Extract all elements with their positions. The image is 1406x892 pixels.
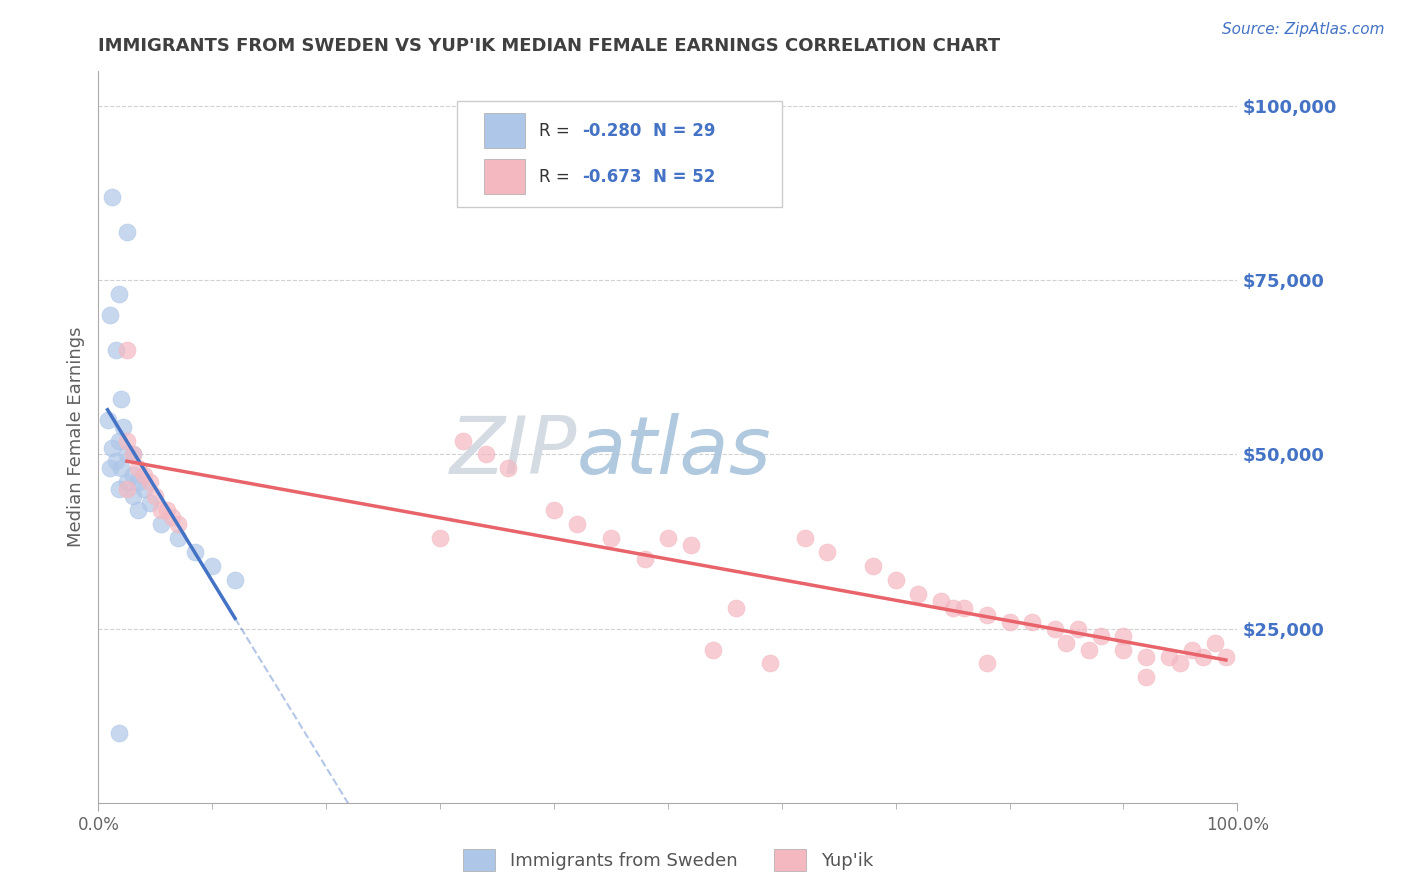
Point <box>96 412 118 426</box>
Point <box>1135 649 1157 664</box>
Point <box>725 600 748 615</box>
Point <box>1078 642 1101 657</box>
Point <box>702 642 724 657</box>
Point <box>1181 642 1204 657</box>
Point <box>115 483 138 497</box>
Text: Source: ZipAtlas.com: Source: ZipAtlas.com <box>1222 22 1385 37</box>
Point <box>112 419 135 434</box>
Point <box>115 225 138 239</box>
Point <box>929 594 952 608</box>
Text: -0.280: -0.280 <box>582 122 641 140</box>
Point <box>679 538 702 552</box>
Point <box>121 468 143 483</box>
Point <box>121 448 143 462</box>
Text: R =: R = <box>538 122 575 140</box>
Point <box>150 517 173 532</box>
Point <box>1067 622 1090 636</box>
Point <box>1204 635 1226 649</box>
Point <box>138 496 160 510</box>
Point <box>162 510 184 524</box>
Legend: Immigrants from Sweden, Yup'ik: Immigrants from Sweden, Yup'ik <box>456 841 880 878</box>
Point <box>121 489 143 503</box>
Point <box>101 441 124 455</box>
Point <box>1090 629 1112 643</box>
Point <box>998 615 1021 629</box>
Point <box>101 190 124 204</box>
Point <box>793 531 815 545</box>
Point <box>1112 629 1135 643</box>
Point <box>1215 649 1237 664</box>
Point <box>110 461 132 475</box>
Point <box>115 434 138 448</box>
Point <box>184 545 207 559</box>
Point <box>108 726 131 740</box>
Point <box>127 461 149 475</box>
Point <box>600 531 623 545</box>
Point <box>108 483 131 497</box>
Point <box>121 448 143 462</box>
Point <box>942 600 965 615</box>
Point <box>976 607 998 622</box>
Point <box>1054 635 1078 649</box>
Point <box>145 489 167 503</box>
Point <box>115 343 138 357</box>
Point <box>108 287 131 301</box>
Text: ZIP: ZIP <box>450 413 576 491</box>
Point <box>634 552 657 566</box>
Point <box>1192 649 1215 664</box>
Point <box>127 475 149 490</box>
Text: N = 29: N = 29 <box>652 122 716 140</box>
Point <box>1157 649 1180 664</box>
Point <box>156 503 179 517</box>
Point <box>862 558 884 573</box>
Point <box>815 545 838 559</box>
Text: N = 52: N = 52 <box>652 168 716 186</box>
Point <box>115 448 138 462</box>
Point <box>451 434 474 448</box>
Point <box>115 475 138 490</box>
Point <box>884 573 907 587</box>
Point <box>759 657 782 671</box>
Point <box>224 573 246 587</box>
Point <box>98 308 121 322</box>
Point <box>98 461 121 475</box>
FancyBboxPatch shape <box>485 159 526 194</box>
Point <box>150 503 173 517</box>
Point <box>976 657 998 671</box>
Point <box>201 558 224 573</box>
FancyBboxPatch shape <box>457 101 782 207</box>
Y-axis label: Median Female Earnings: Median Female Earnings <box>66 326 84 548</box>
Point <box>1112 642 1135 657</box>
Point <box>907 587 929 601</box>
Point <box>104 343 127 357</box>
Point <box>104 454 127 468</box>
Point <box>953 600 976 615</box>
Point <box>138 475 160 490</box>
Point <box>127 503 149 517</box>
FancyBboxPatch shape <box>485 113 526 148</box>
Point <box>132 468 155 483</box>
Point <box>657 531 679 545</box>
Point <box>1043 622 1066 636</box>
Point <box>110 392 132 406</box>
Point <box>108 434 131 448</box>
Point <box>474 448 496 462</box>
Text: IMMIGRANTS FROM SWEDEN VS YUP'IK MEDIAN FEMALE EARNINGS CORRELATION CHART: IMMIGRANTS FROM SWEDEN VS YUP'IK MEDIAN … <box>98 37 1001 54</box>
Point <box>1170 657 1192 671</box>
Point <box>543 503 565 517</box>
Point <box>1021 615 1043 629</box>
Text: -0.673: -0.673 <box>582 168 643 186</box>
Point <box>1135 670 1157 684</box>
Point <box>132 483 155 497</box>
Point <box>167 531 190 545</box>
Text: R =: R = <box>538 168 575 186</box>
Point <box>429 531 451 545</box>
Point <box>565 517 588 532</box>
Text: atlas: atlas <box>576 413 772 491</box>
Point <box>498 461 520 475</box>
Point <box>167 517 190 532</box>
